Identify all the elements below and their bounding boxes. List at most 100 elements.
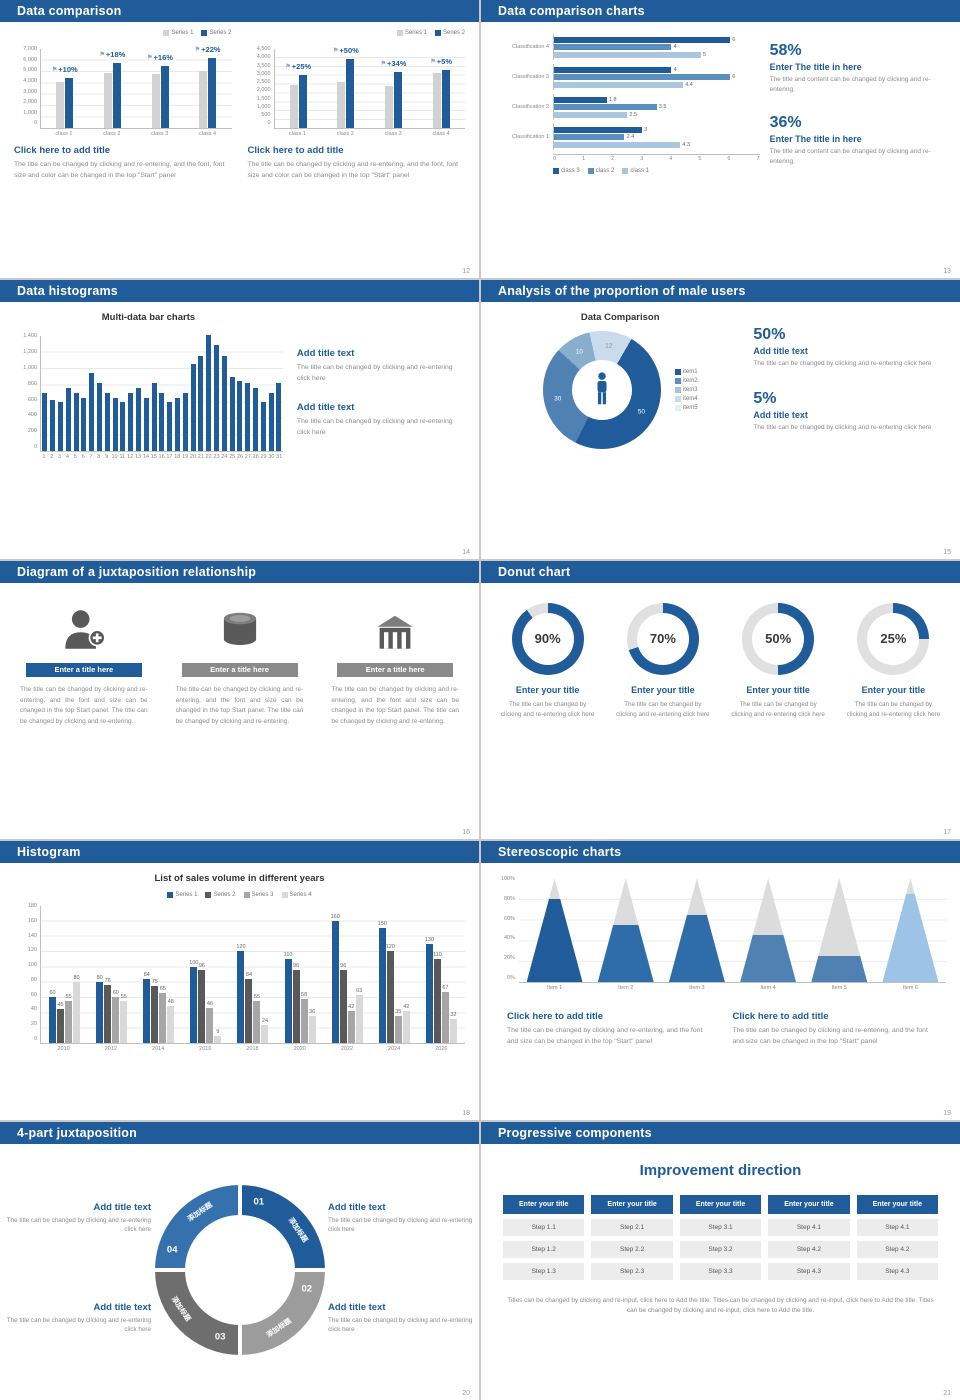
legend-label: item3 xyxy=(682,387,698,394)
bar xyxy=(65,388,71,452)
x-tick-label: 25 xyxy=(229,454,236,461)
legend-label: Series 1 xyxy=(175,892,198,899)
step-cell[interactable]: Step 3.1 xyxy=(679,1218,762,1236)
x-tick-label: 18 xyxy=(174,454,181,461)
column-header[interactable]: Enter your title xyxy=(768,1194,850,1214)
pyramid-fill xyxy=(740,935,797,983)
y-tick-label: 0 xyxy=(33,120,37,127)
step-cell[interactable]: Step 4.2 xyxy=(768,1240,850,1258)
slide-title: Data histograms xyxy=(17,284,118,299)
column-header[interactable]: Enter your title xyxy=(856,1194,939,1214)
histogram-panel: Multi-data bar charts 1,400 1,200 1,000 800… xyxy=(14,310,283,544)
bar xyxy=(346,58,355,128)
bar-group xyxy=(57,401,65,452)
juxtaposition-item: Enter a title here The title can be chan… xyxy=(170,605,310,825)
slide-header: 4-part juxtaposition xyxy=(0,1121,479,1144)
legend-label: class 2 xyxy=(595,168,615,174)
percent-text: +50% xyxy=(339,45,359,55)
slide-15-male-users-proportion[interactable]: Analysis of the proportion of male users… xyxy=(481,280,960,559)
slide-16-juxtaposition-relationship[interactable]: Diagram of a juxtaposition relationship … xyxy=(0,560,479,840)
slide-header: Data comparison charts xyxy=(481,0,960,22)
step-cell[interactable]: Step 1.2 xyxy=(503,1240,585,1258)
step-cell[interactable]: Step 4.3 xyxy=(856,1262,939,1280)
bar: 67 xyxy=(441,985,449,1044)
item-title-bar[interactable]: Enter a title here xyxy=(25,662,142,677)
percent-text: +10% xyxy=(58,64,78,74)
step-cell[interactable]: Step 1.3 xyxy=(503,1262,585,1280)
x-tick-label: 2 xyxy=(611,156,615,162)
bar-value-label: 60 xyxy=(112,990,119,997)
step-cell[interactable]: Step 1.1 xyxy=(503,1218,585,1236)
gauge-value: 50% xyxy=(752,612,805,665)
x-tick-label: 26 xyxy=(236,454,244,461)
slide-21-progressive-components[interactable]: Progressive components Improvement direc… xyxy=(481,1121,960,1400)
item4-swatch xyxy=(674,396,681,403)
legend-item: class 1 xyxy=(622,168,649,174)
x-tick-label: Item 4 xyxy=(760,985,776,992)
slide-title: Analysis of the proportion of male users xyxy=(498,284,746,299)
plot-wrap: 60 45 55 80 80 76 60 55 84 75 65 48 100 96 46 9 120 84 55 2… xyxy=(40,906,465,1052)
bar-value-label: 6 xyxy=(732,36,736,43)
column-header[interactable]: Enter your title xyxy=(591,1194,673,1214)
step-cell[interactable]: Step 3.3 xyxy=(679,1262,762,1280)
step-cell[interactable]: Step 2.1 xyxy=(591,1218,673,1236)
slide-17-donut-chart[interactable]: Donut chart 90% Enter your title The tit… xyxy=(481,560,960,840)
series2-swatch xyxy=(201,30,208,36)
legend-item: Series 1 xyxy=(396,30,427,36)
legend-item: item3 xyxy=(674,387,698,394)
step-cell[interactable]: Step 4.1 xyxy=(856,1218,939,1236)
step-cell[interactable]: Step 3.2 xyxy=(679,1240,762,1258)
block-title: Add title text xyxy=(328,1201,386,1213)
x-tick-label: 3 xyxy=(640,156,644,162)
bar xyxy=(554,51,701,58)
progress-grid: Enter your title Step 1.1 Step 1.2 Step … xyxy=(495,1194,946,1280)
bar-group xyxy=(236,380,244,452)
block-title: Add title text xyxy=(93,1301,151,1313)
flag-icon: ⚑ xyxy=(51,66,58,73)
bar-cluster: 4 6 4.4 xyxy=(553,64,760,90)
gauge-body: The title can be changed by clicking and… xyxy=(500,700,595,718)
item-title-bar[interactable]: Enter a title here xyxy=(337,662,454,677)
step-cell[interactable]: Step 4.3 xyxy=(768,1262,850,1280)
section-heading: Improvement direction xyxy=(639,1161,802,1179)
bar: 120 xyxy=(236,944,246,1044)
bar xyxy=(206,335,212,452)
percent-text: +18% xyxy=(105,50,126,60)
y-tick-label: 60% xyxy=(503,915,515,922)
bar-group: 150 120 35 42 xyxy=(371,921,418,1044)
step-cell[interactable]: Step 4.2 xyxy=(856,1240,939,1258)
column-header[interactable]: Enter your title xyxy=(679,1194,762,1214)
slide-title: Stereoscopic charts xyxy=(498,845,622,860)
y-axis: 180 160 140 120 100 80 60 40 20 0 xyxy=(14,904,40,1042)
stat-body: The title and content can be changed by … xyxy=(769,147,931,166)
progress-column: Enter your title Step 1.1 Step 1.2 Step … xyxy=(503,1194,585,1280)
block-body: The title can be changed by clicking and… xyxy=(732,1027,928,1045)
slide-12-data-comparison[interactable]: Data comparison Series 1 Series 2 7,000 6… xyxy=(0,0,479,279)
bar-group xyxy=(111,398,119,452)
slide-body: 01 添加标题 02 添加标题 03 添加标题 04 添加标题 Add title text … xyxy=(0,1144,479,1400)
gauge-item: 50% Enter your title The title can be ch… xyxy=(726,602,831,825)
y-tick-label: 0 xyxy=(33,1035,37,1042)
column-header[interactable]: Enter your title xyxy=(503,1194,585,1214)
slide-18-histogram[interactable]: Histogram List of sales volume in differ… xyxy=(0,841,479,1120)
slide-19-stereoscopic-charts[interactable]: Stereoscopic charts 100% 80% 60% 40% 20% 0% It… xyxy=(481,841,960,1120)
step-cell[interactable]: Step 2.3 xyxy=(591,1262,673,1280)
x-tick-label: 30 xyxy=(268,454,275,461)
group-percent-label: ⚑ +25% xyxy=(285,62,311,71)
hbar-chart-panel: Classification 4 6 4 5 Classification 3 4 6 4.4… xyxy=(495,30,760,264)
plot-area: ⚑ +10% ⚑ +18% ⚑ +16% ⚑ +22% xyxy=(40,45,232,129)
slide-20-4-part-juxtaposition[interactable]: 4-part juxtaposition 01 添加标题 02 添加标题 03 添加标题 0… xyxy=(0,1121,479,1400)
slide-14-data-histograms[interactable]: Data histograms Multi-data bar charts 1,… xyxy=(0,280,479,559)
slide-13-data-comparison-charts[interactable]: Data comparison charts Classification 4 6… xyxy=(481,0,960,279)
x-tick-label: Item 5 xyxy=(831,985,847,992)
item-title-bar[interactable]: Enter a title here xyxy=(181,662,298,677)
step-cell[interactable]: Step 4.1 xyxy=(768,1218,850,1236)
pyramid-slot xyxy=(804,878,875,983)
pyramid-slot xyxy=(875,878,946,983)
item-body: The title can be changed by clicking and… xyxy=(20,685,148,725)
pyramid xyxy=(526,878,583,983)
bar: 9 xyxy=(214,1029,222,1044)
gauge-item: 70% Enter your title The title can be ch… xyxy=(610,602,715,825)
step-cell[interactable]: Step 2.2 xyxy=(591,1240,673,1258)
bar-value-label: 4.3 xyxy=(682,141,690,148)
